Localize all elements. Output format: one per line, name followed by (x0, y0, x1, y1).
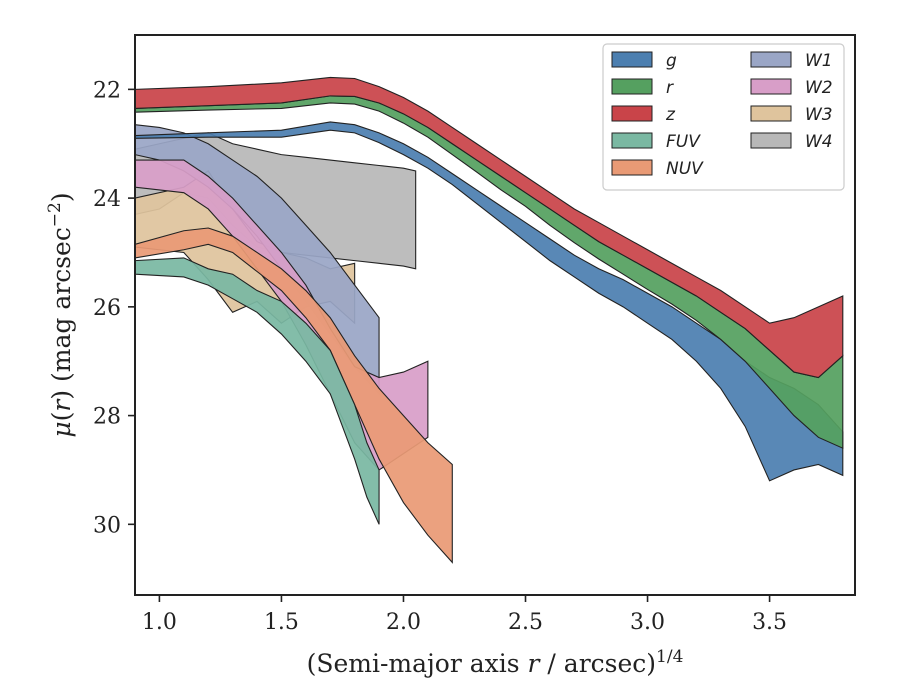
x-axis-label: (Semi-major axis r / arcsec)1/4 (307, 647, 684, 678)
x-tick-label: 1.0 (142, 610, 177, 635)
legend-label-NUV: NUV (666, 159, 704, 179)
band-z (135, 76, 844, 379)
y-tick-label: 24 (93, 187, 121, 212)
y-tick-label: 30 (93, 513, 121, 538)
y-tick-label: 26 (93, 296, 121, 321)
legend-swatch-g (611, 51, 653, 68)
x-tick-label: 2.0 (386, 610, 421, 635)
legend-swatch-W4 (750, 132, 792, 149)
band-FUV (135, 257, 380, 525)
legend: grz FUV NUV W1 W2 W3 W4 (602, 43, 845, 191)
legend-label-W2: W2 (805, 78, 833, 98)
plot-frame (134, 34, 856, 596)
legend-label-W4: W4 (805, 132, 833, 152)
legend-swatch-W3 (750, 105, 792, 122)
x-tick-label: 3.5 (752, 610, 787, 635)
legend-label-FUV: FUV (666, 132, 701, 152)
x-tick-label: 3.0 (630, 610, 665, 635)
x-tick-label: 2.5 (508, 610, 543, 635)
legend-label-z: z (665, 105, 676, 125)
legend-label-W1: W1 (805, 51, 833, 71)
x-tick-label: 1.5 (264, 610, 299, 635)
series-layer (135, 76, 844, 564)
legend-swatch-W2 (750, 78, 792, 95)
legend-swatch-W1 (750, 51, 792, 68)
y-tick-label: 28 (93, 405, 121, 430)
legend-swatch-r (611, 78, 653, 95)
band-NUV (135, 227, 453, 564)
y-tick-label: 22 (93, 78, 121, 103)
band-g (135, 121, 844, 482)
legend-swatch-FUV (611, 132, 653, 149)
legend-label-W3: W3 (805, 105, 833, 125)
legend-label-r: r (666, 78, 674, 98)
legend-swatch-NUV (611, 159, 653, 176)
y-axis-label: μ(r) (mag arcsec−2) (45, 192, 76, 437)
ticks-layer: 1.0 1.5 2.0 2.5 3.0 3.5 22 24 26 28 30 (93, 78, 787, 635)
legend-label-g: g (666, 51, 677, 71)
legend-swatch-z (611, 105, 653, 122)
